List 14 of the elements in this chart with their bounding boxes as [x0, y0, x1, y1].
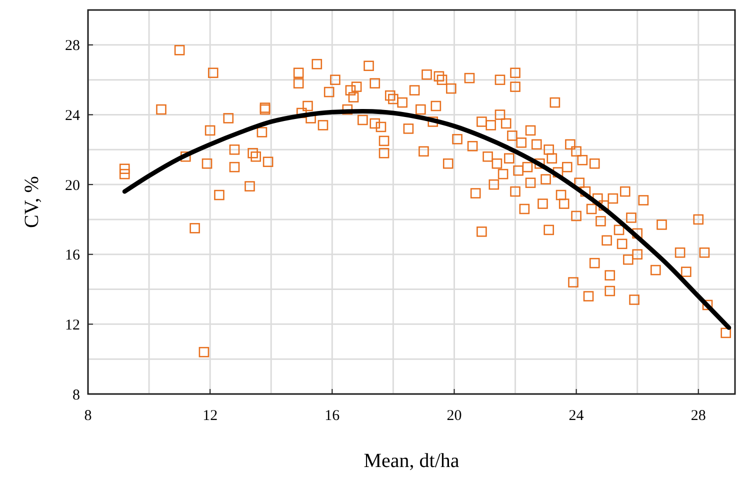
- y-axis-title: CV, %: [21, 176, 43, 228]
- y-tick-label: 16: [65, 248, 80, 264]
- x-tick-label: 24: [568, 408, 584, 424]
- y-tick-label: 28: [65, 38, 80, 54]
- y-tick-label: 12: [65, 317, 80, 334]
- x-tick-label: 8: [84, 408, 92, 424]
- y-tick-label: 8: [72, 387, 80, 404]
- x-tick-label: 16: [324, 408, 340, 424]
- x-tick-label: 20: [446, 408, 462, 424]
- x-axis-title: Mean, dt/ha: [364, 450, 460, 472]
- y-tick-label: 24: [65, 108, 80, 124]
- x-tick-label: 28: [690, 408, 706, 424]
- y-tick-label: 20: [65, 178, 80, 194]
- x-tick-label: 12: [202, 408, 218, 424]
